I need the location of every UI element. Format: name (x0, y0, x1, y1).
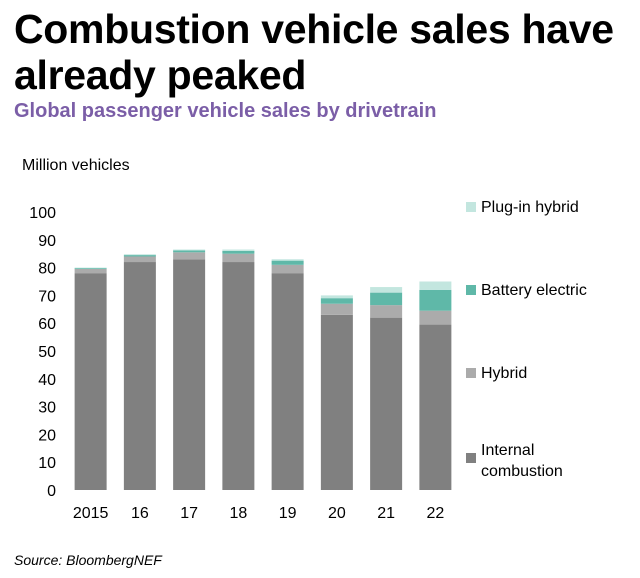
bar-plug-in-hybrid-18 (222, 249, 255, 251)
bar-hybrid-16 (123, 256, 156, 263)
bar-hybrid-18 (222, 253, 255, 263)
bar-battery-electric-17 (173, 250, 206, 253)
bar-hybrid-19 (271, 264, 304, 274)
y-axis: 0 10 20 30 40 50 60 70 80 90 100 (29, 205, 56, 500)
bar-plug-in-hybrid-20 (320, 295, 353, 299)
bar-plug-in-hybrid-2015 (74, 267, 107, 269)
x-tick-label: 17 (180, 505, 198, 522)
bar-internal-combustion-17 (173, 259, 206, 490)
chart-subtitle: Global passenger vehicle sales by drivet… (14, 100, 437, 122)
bar-plug-in-hybrid-21 (370, 287, 403, 293)
bar-hybrid-22 (419, 310, 452, 325)
source-note: Source: BloombergNEF (14, 552, 162, 568)
x-tick-label: 16 (131, 505, 149, 522)
y-tick-label: 20 (38, 427, 56, 444)
y-tick-label: 90 (38, 233, 56, 250)
x-tick-label: 2015 (73, 505, 109, 522)
bar-internal-combustion-20 (320, 314, 353, 490)
legend-label-battery-electric: Battery electric (481, 282, 587, 299)
x-tick-label: 18 (229, 505, 247, 522)
bar-battery-electric-22 (419, 289, 452, 311)
bar-battery-electric-20 (320, 298, 353, 304)
y-tick-label: 80 (38, 261, 56, 278)
bar-battery-electric-18 (222, 250, 255, 254)
legend-swatch-internal-combustion (466, 453, 476, 463)
x-tick-label: 20 (328, 505, 346, 522)
legend-swatch-plug-in-hybrid (466, 202, 476, 212)
bar-hybrid-21 (370, 305, 403, 318)
bar-plug-in-hybrid-22 (419, 281, 452, 290)
bar-plug-in-hybrid-19 (271, 259, 304, 261)
bar-internal-combustion-19 (271, 273, 304, 490)
legend-label-internal-combustion: Internal combustion (481, 442, 563, 480)
bar-group (74, 249, 452, 490)
y-tick-label: 70 (38, 288, 56, 305)
x-tick-label: 21 (377, 505, 395, 522)
x-tick-label: 19 (279, 505, 297, 522)
bar-battery-electric-21 (370, 292, 403, 306)
bar-battery-electric-16 (123, 255, 156, 257)
bar-hybrid-20 (320, 303, 353, 315)
y-tick-label: 60 (38, 316, 56, 333)
y-tick-label: 10 (38, 455, 56, 472)
bar-battery-electric-2015 (74, 268, 107, 269)
y-tick-label: 40 (38, 372, 56, 389)
x-axis: 2015 16 17 18 19 20 21 22 (73, 505, 445, 522)
legend-label-hybrid: Hybrid (481, 365, 527, 382)
bar-internal-combustion-2015 (74, 273, 107, 490)
legend-swatch-hybrid (466, 368, 476, 378)
bar-hybrid-17 (173, 252, 206, 260)
bar-plug-in-hybrid-17 (173, 249, 206, 251)
y-tick-label: 30 (38, 400, 56, 417)
bar-internal-combustion-22 (419, 324, 452, 490)
y-tick-label: 0 (47, 483, 56, 500)
y-axis-label: Million vehicles (22, 157, 130, 174)
bar-battery-electric-19 (271, 260, 304, 265)
legend-swatch-battery-electric (466, 285, 476, 295)
bar-plug-in-hybrid-16 (123, 254, 156, 256)
legend: Internal combustion Hybrid Battery electric… (466, 199, 587, 480)
bar-internal-combustion-21 (370, 317, 403, 490)
bar-internal-combustion-16 (123, 262, 156, 490)
x-tick-label: 22 (426, 505, 444, 522)
bar-hybrid-2015 (74, 268, 107, 274)
legend-label-plug-in-hybrid: Plug-in hybrid (481, 199, 579, 216)
y-tick-label: 50 (38, 344, 56, 361)
chart-title: Combustion vehicle sales have already pe… (14, 6, 614, 98)
bar-internal-combustion-18 (222, 262, 255, 490)
y-tick-label: 100 (29, 205, 56, 222)
